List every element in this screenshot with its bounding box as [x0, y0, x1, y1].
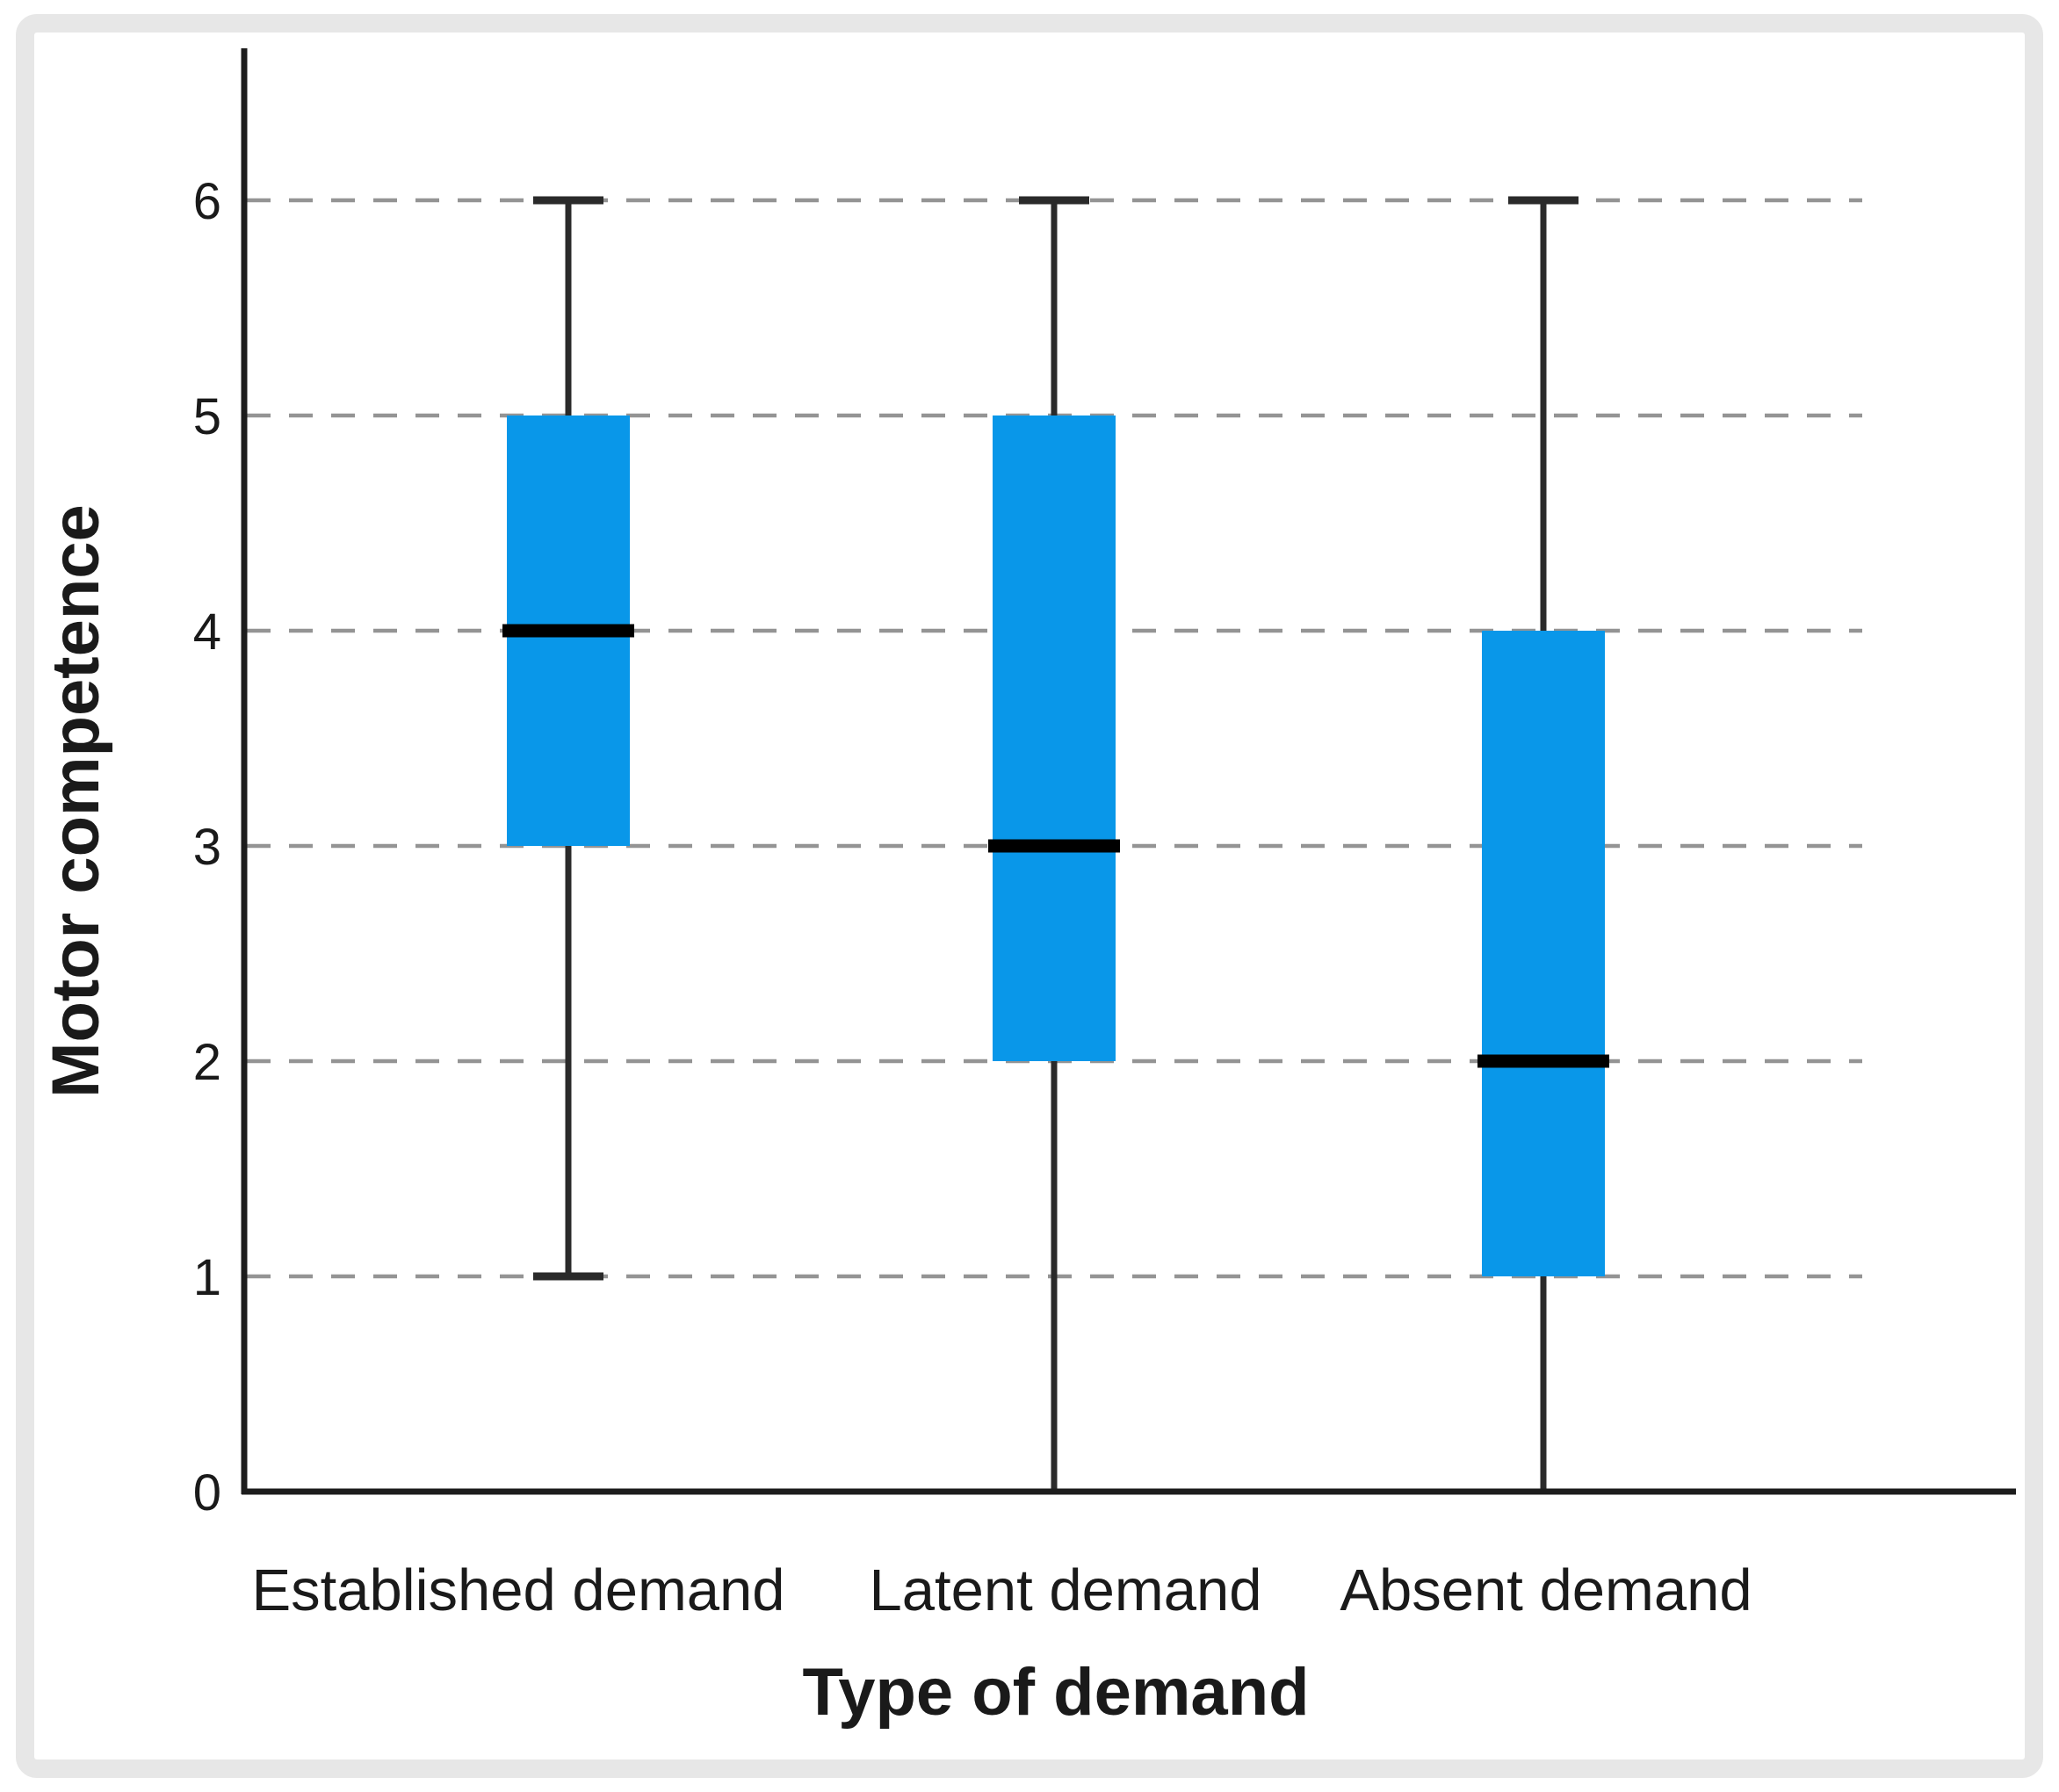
category-label-absent-demand: Absent demand — [1340, 1557, 1752, 1623]
y-tick-labels-group: 0 1 2 3 4 5 6 — [193, 173, 221, 1521]
box-latent-demand — [993, 415, 1116, 1061]
category-label-latent-demand: Latent demand — [869, 1557, 1261, 1623]
y-tick-label-3: 3 — [193, 819, 221, 876]
y-tick-label-4: 4 — [193, 603, 221, 661]
x-axis-title: Type of demand — [802, 1655, 1309, 1730]
boxes-group — [502, 415, 1609, 1276]
y-tick-label-1: 1 — [193, 1249, 221, 1306]
y-tick-label-6: 6 — [193, 173, 221, 230]
y-axis-title: Motor competence — [39, 504, 113, 1098]
box-absent-demand — [1482, 631, 1605, 1276]
category-labels-group: Established demand Latent demand Absent de… — [251, 1557, 1752, 1623]
y-tick-label-5: 5 — [193, 388, 221, 445]
axes-group — [241, 48, 2016, 1495]
y-tick-label-0: 0 — [193, 1464, 221, 1521]
category-label-established-demand: Established demand — [251, 1557, 784, 1623]
y-tick-label-2: 2 — [193, 1034, 221, 1091]
whiskers-group — [533, 196, 1579, 1492]
